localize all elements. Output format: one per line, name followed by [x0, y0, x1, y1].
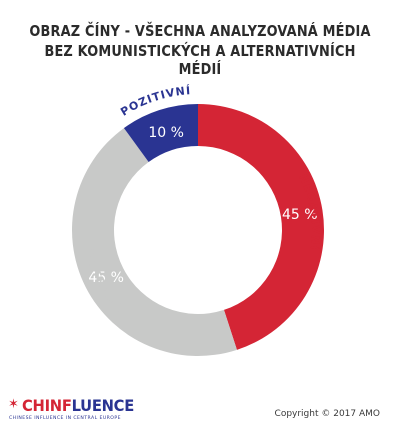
- star-icon: ✶: [8, 397, 19, 412]
- chart-title-line-2: BEZ KOMUNISTICKÝCH A ALTERNATIVNÍCH MÉDI…: [44, 42, 356, 78]
- logo-name: CHINFLUENCE: [22, 396, 134, 415]
- value-label-pozitivni: 10 %: [148, 125, 184, 141]
- slice-neutralni: [71, 128, 237, 357]
- chinfluence-logo: ✶ CHINFLUENCE CHINESE INFLUENCE IN CENTR…: [8, 396, 148, 430]
- slice-pozitivni: [123, 104, 198, 163]
- logo-name-red: CHINF: [22, 396, 72, 415]
- chart-title-line-1: OBRAZ ČÍNY - VŠECHNA ANALYZOVANÁ MÉDIA: [29, 22, 371, 40]
- value-label-negativni: 45 %: [282, 207, 318, 223]
- logo-tagline: CHINESE INFLUENCE IN CENTRAL EUROPE: [9, 416, 121, 421]
- copyright-text: Copyright © 2017 AMO: [274, 409, 380, 419]
- value-label-neutralni: 45 %: [88, 270, 124, 286]
- logo-name-blue: LUENCE: [71, 396, 135, 415]
- slice-negativni: [198, 104, 325, 350]
